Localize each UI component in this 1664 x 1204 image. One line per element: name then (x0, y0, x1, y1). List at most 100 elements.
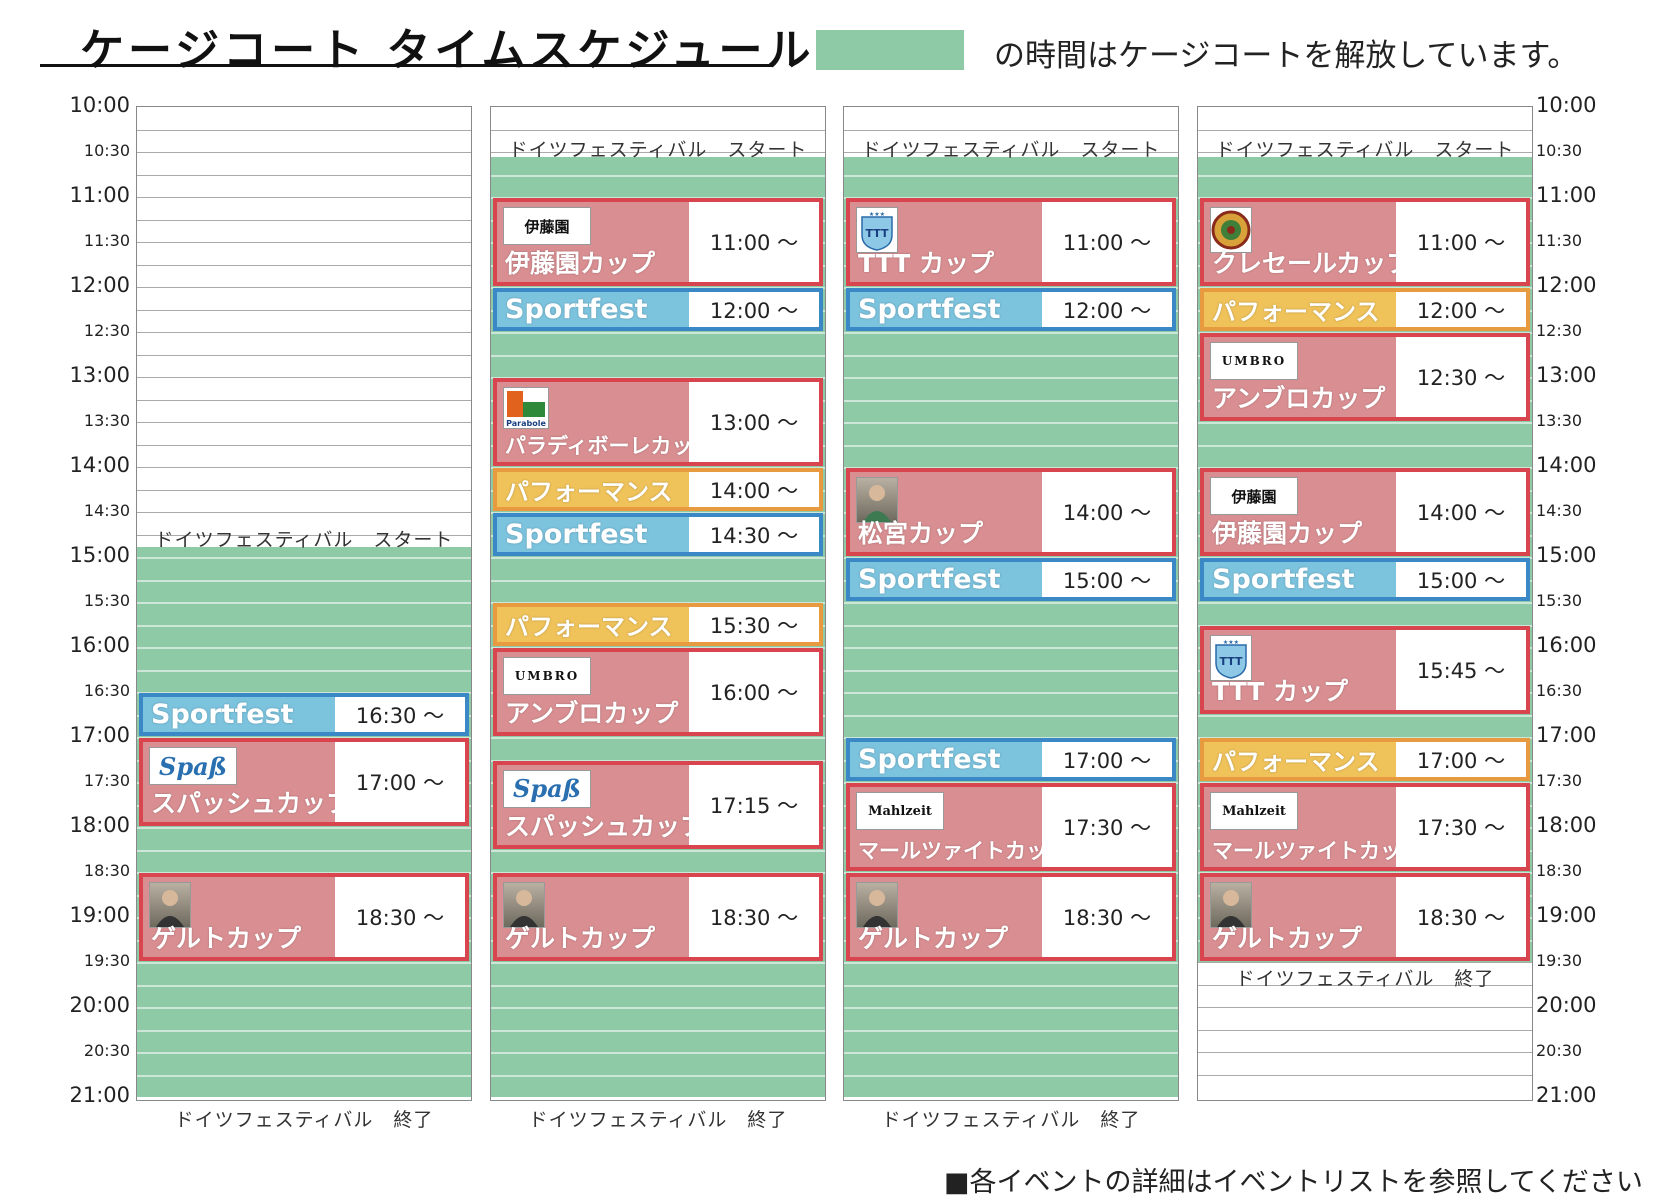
performance-event-block[interactable]: パフォーマンス 14:00 〜 (493, 468, 823, 511)
grid-line-open (137, 827, 471, 829)
portrait-photo (503, 882, 545, 928)
sportfest-event-block[interactable]: Sportfest 14:30 〜 (493, 513, 823, 556)
footnote: ■各イベントの詳細はイベントリストを参照してください (944, 1167, 1643, 1198)
spash-logo: Spaß (149, 747, 237, 785)
event-color-band (497, 517, 689, 552)
festival-end-label: ドイツフェスティバル 終了 (174, 1109, 434, 1131)
event-start-time: 11:00 〜 (689, 202, 819, 282)
grid-line-open (137, 962, 471, 964)
time-label-left: 11:00 (69, 183, 130, 207)
time-label-right: 18:00 (1536, 813, 1597, 837)
grid-line (137, 444, 471, 446)
grid-line (137, 242, 471, 243)
legend-swatch (816, 30, 964, 70)
svg-text:★★★: ★★★ (869, 211, 885, 218)
cup-event-block[interactable]: 松宮カップ 14:00 〜 (846, 468, 1176, 556)
cup-event-block[interactable]: UMBRO アンブロカップ 12:30 〜 (1200, 333, 1530, 421)
grid-line (137, 264, 471, 266)
cup-event-block[interactable]: ゲルトカップ 18:30 〜 (846, 873, 1176, 961)
logo-text: Spaß (513, 774, 581, 803)
sportfest-event-block[interactable]: Sportfest 17:00 〜 (846, 738, 1176, 781)
grid-line (137, 489, 471, 491)
sportfest-event-block[interactable]: Sportfest 12:00 〜 (846, 288, 1176, 331)
event-start-time: 17:00 〜 (1042, 742, 1172, 777)
event-start-time: 13:00 〜 (689, 382, 819, 462)
kresel-logo (1210, 207, 1252, 253)
cup-event-block[interactable]: TTT ★★★ TTT カップ 11:00 〜 (846, 198, 1176, 286)
cup-event-block[interactable]: 伊藤園 伊藤園カップ 14:00 〜 (1200, 468, 1530, 556)
event-name: スパッシュカップ (151, 789, 352, 818)
page-title: ケージコート タイムスケジュール (80, 25, 815, 76)
time-label-right: 19:30 (1536, 951, 1583, 970)
time-label-left: 18:30 (83, 861, 130, 880)
event-color-band (1204, 562, 1396, 597)
title-underline (40, 64, 772, 67)
sportfest-event-block[interactable]: Sportfest 12:00 〜 (493, 288, 823, 331)
event-color-band (497, 292, 689, 327)
sportfest-event-block[interactable]: Sportfest 15:00 〜 (1200, 558, 1530, 601)
event-name: 松宮カップ (858, 519, 984, 548)
event-start-time: 12:00 〜 (689, 292, 819, 327)
grid-line (137, 354, 471, 356)
cup-event-block[interactable]: Parabole パラディボーレカップ 13:00 〜 (493, 378, 823, 466)
event-start-time: 15:30 〜 (689, 607, 819, 642)
grid-line-open (844, 669, 1178, 672)
festival-end-label: ドイツフェスティバル 終了 (528, 1109, 788, 1131)
event-name: ゲルトカップ (151, 924, 302, 953)
cup-event-block[interactable]: Mahlzeit マールツァイトカップ 17:30 〜 (846, 783, 1176, 871)
time-label-left: 17:00 (69, 723, 130, 747)
performance-event-block[interactable]: パフォーマンス 15:30 〜 (493, 603, 823, 646)
time-label-right: 10:00 (1536, 93, 1597, 117)
sportfest-event-block[interactable]: Sportfest 15:00 〜 (846, 558, 1176, 601)
grid-line-open (491, 849, 825, 852)
event-start-time: 14:00 〜 (1042, 472, 1172, 552)
grid-line-open (844, 1052, 1178, 1054)
itoen-logo: 伊藤園 (1210, 477, 1298, 515)
event-name: クレセールカップ (1212, 249, 1412, 278)
event-name: Sportfest (1212, 564, 1355, 595)
event-start-time: 15:45 〜 (1396, 629, 1526, 710)
cup-event-block[interactable]: TTT ★★★ TTT カップ 15:45 〜 (1200, 625, 1530, 714)
grid-line-open (137, 1052, 471, 1054)
grid-line (137, 197, 471, 198)
cup-event-block[interactable]: ゲルトカップ 18:30 〜 (1200, 873, 1530, 961)
grid-line-open (137, 1029, 471, 1032)
logo-text: 伊藤園 (524, 217, 570, 236)
grid-line (137, 287, 471, 288)
grid-line-open (491, 984, 825, 987)
umbro-logo: UMBRO (1210, 342, 1298, 380)
grid-line (1198, 1074, 1532, 1076)
logo-text: Mahlzeit (868, 803, 932, 819)
grid-line-open (844, 714, 1178, 717)
cup-event-block[interactable]: ゲルトカップ 18:30 〜 (493, 873, 823, 961)
cup-event-block[interactable]: ゲルトカップ 18:30 〜 (139, 873, 469, 961)
grid-line (137, 309, 471, 311)
cup-event-block[interactable]: Spaß スパッシュカップ 17:15 〜 (493, 760, 823, 849)
logo-text: Spaß (159, 751, 227, 781)
grid-line-open (844, 962, 1178, 964)
sportfest-event-block[interactable]: Sportfest 16:30 〜 (139, 693, 469, 736)
event-name: パラディボーレカップ (505, 434, 714, 458)
schedule-column: ドイツフェスティバル スタート ドイツフェスティバル 終了 クレセールカップ 11:0… (1197, 106, 1533, 1101)
time-label-right: 12:30 (1536, 321, 1583, 340)
event-name: Sportfest (151, 699, 294, 730)
cup-event-block[interactable]: クレセールカップ 11:00 〜 (1200, 198, 1530, 286)
cup-event-block[interactable]: 伊藤園 伊藤園カップ 11:00 〜 (493, 198, 823, 286)
cup-event-block[interactable]: UMBRO アンブロカップ 16:00 〜 (493, 648, 823, 736)
time-label-right: 13:00 (1536, 363, 1597, 387)
event-name: Sportfest (858, 744, 1001, 775)
performance-event-block[interactable]: パフォーマンス 12:00 〜 (1200, 288, 1530, 331)
cup-event-block[interactable]: Mahlzeit マールツァイトカップ 17:30 〜 (1200, 783, 1530, 871)
grid-line-open (137, 579, 471, 582)
schedule-column: ドイツフェスティバル スタート TTT ★★★ TTT カップ 11:00 〜 Sport… (843, 106, 1179, 1101)
portrait-photo (1210, 882, 1252, 928)
itoen-logo: 伊藤園 (503, 207, 591, 245)
grid-line-open (491, 1052, 825, 1054)
event-name: Sportfest (858, 564, 1001, 595)
event-name: パフォーマンス (505, 478, 673, 506)
cup-event-block[interactable]: Spaß スパッシュカップ 17:00 〜 (139, 738, 469, 826)
time-label-left: 20:30 (83, 1041, 130, 1060)
grid-line (1198, 129, 1532, 131)
event-name: TTT カップ (1212, 676, 1349, 706)
performance-event-block[interactable]: パフォーマンス 17:00 〜 (1200, 738, 1530, 781)
